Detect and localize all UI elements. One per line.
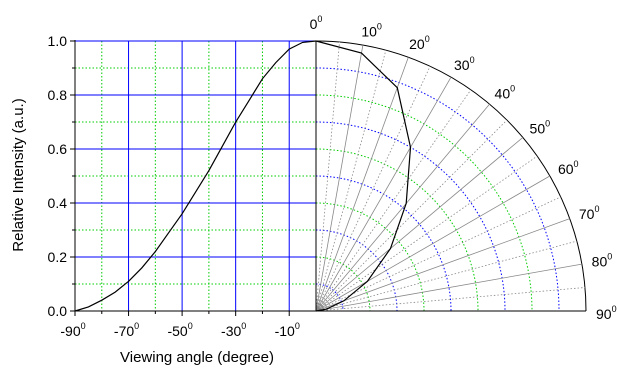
polar-angle-label: 500 xyxy=(530,118,551,136)
intensity-curve xyxy=(74,40,317,312)
polar-spoke xyxy=(315,175,551,312)
polar-spoke xyxy=(315,155,538,312)
x-tick-label: -500 xyxy=(167,321,192,339)
polar-spoke xyxy=(315,137,524,312)
polar-angle-label: 300 xyxy=(454,55,475,73)
x-tick-label: -900 xyxy=(60,321,85,339)
polar-spoke xyxy=(315,45,364,312)
polar-ring xyxy=(315,202,425,312)
polar-intensity-curve xyxy=(315,40,412,312)
polar-angle-label: 00 xyxy=(310,14,323,32)
curve-layer xyxy=(74,40,412,312)
polar-spoke xyxy=(315,240,577,312)
polar-spoke xyxy=(315,41,340,312)
polar-spoke xyxy=(315,89,472,312)
polar-spoke xyxy=(315,50,387,312)
polar-spoke xyxy=(315,57,409,312)
x-tick-label: -300 xyxy=(221,321,246,339)
polar-spoke xyxy=(315,76,452,312)
polar-spoke xyxy=(315,103,490,312)
x-tick-label: -100 xyxy=(275,321,300,339)
x-axis-title: Viewing angle (degree) xyxy=(120,349,274,366)
grid-layer xyxy=(75,40,316,311)
polar-angle-label: 600 xyxy=(558,159,579,177)
axes-layer xyxy=(70,40,586,316)
y-tick-label: 0.0 xyxy=(48,303,68,319)
y-axis-title: Relative Intensity (a.u.) xyxy=(10,98,27,251)
y-tick-label: 0.8 xyxy=(48,87,68,103)
x-tick-label: -700 xyxy=(114,321,139,339)
polar-spoke xyxy=(315,119,508,312)
polar-angle-label: 400 xyxy=(495,83,516,101)
polar-angle-label: 800 xyxy=(592,252,613,270)
polar-layer xyxy=(315,40,587,312)
polar-spoke xyxy=(315,287,586,312)
polar-ring xyxy=(315,175,452,312)
polar-spoke xyxy=(315,263,582,312)
polar-spoke xyxy=(315,196,561,312)
polar-spoke xyxy=(315,218,570,312)
polar-ring xyxy=(315,67,560,312)
polar-angle-label: 700 xyxy=(579,204,600,222)
y-tick-label: 0.6 xyxy=(48,141,68,157)
polar-angle-label: 200 xyxy=(409,34,430,52)
polar-spoke xyxy=(315,66,431,312)
y-tick-label: 0.2 xyxy=(48,249,68,265)
y-tick-label: 1.0 xyxy=(48,33,68,49)
polar-angle-label: 900 xyxy=(596,304,617,322)
polar-ring xyxy=(315,94,533,312)
labels-layer: 0.0 0.2 0.4 0.6 0.8 1.0 -900 -700 -500 -300 -100 00… xyxy=(48,14,617,339)
y-tick-label: 0.4 xyxy=(48,195,68,211)
polar-angle-label: 100 xyxy=(361,21,382,39)
polar-ring xyxy=(315,283,344,312)
